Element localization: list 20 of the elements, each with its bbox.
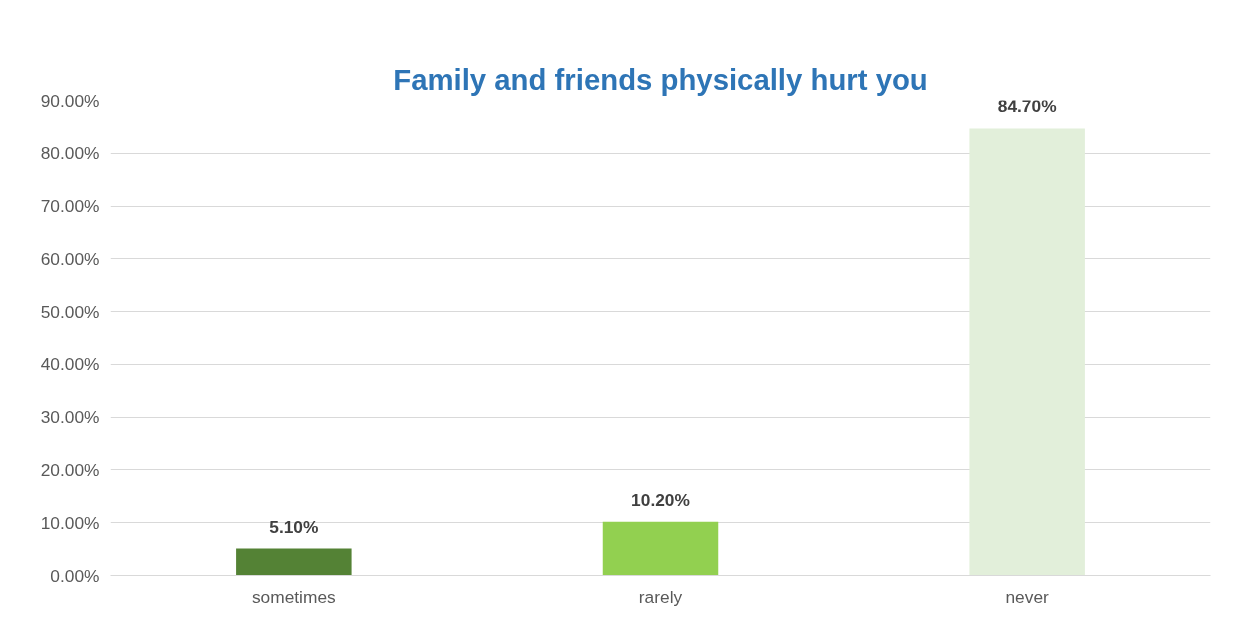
x-tick-label: sometimes — [251, 586, 337, 607]
chart-title: Family and friends physically hurt you — [393, 62, 928, 96]
bar — [236, 548, 352, 576]
y-tick-label: 80.00% — [40, 143, 100, 164]
x-tick-label: rarely — [638, 586, 683, 607]
y-tick-label: 30.00% — [40, 407, 100, 428]
data-label: 84.70% — [997, 96, 1057, 117]
y-tick-label: 90.00% — [40, 90, 100, 111]
y-tick-label: 70.00% — [40, 196, 100, 217]
y-tick-label: 10.00% — [40, 512, 100, 533]
data-label: 10.20% — [631, 489, 690, 510]
x-tick-label: never — [1005, 586, 1050, 607]
y-tick-label: 60.00% — [40, 248, 100, 269]
y-tick-label: 20.00% — [40, 459, 100, 480]
bar — [969, 128, 1085, 576]
bar — [602, 521, 719, 576]
y-tick-label: 40.00% — [40, 354, 100, 375]
data-label: 5.10% — [269, 516, 319, 537]
y-tick-label: 50.00% — [40, 301, 100, 322]
y-tick-label: 0.00% — [50, 565, 100, 586]
